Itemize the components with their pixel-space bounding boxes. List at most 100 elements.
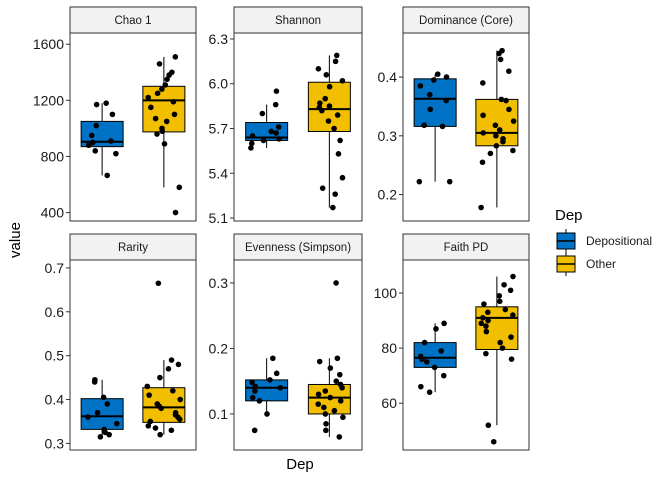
data-point: [430, 77, 437, 83]
facet-strip: [69, 6, 197, 34]
data-point: [417, 353, 424, 360]
data-point: [493, 143, 500, 149]
data-point: [154, 401, 161, 407]
facet-title: Rarity: [118, 242, 148, 254]
data-point: [316, 358, 323, 365]
data-point: [440, 372, 447, 379]
data-point: [479, 80, 486, 86]
data-point: [249, 394, 256, 401]
data-point: [498, 96, 505, 103]
data-point: [506, 106, 512, 113]
y-tick-label: 5.7: [209, 120, 229, 136]
facet-strip: [233, 233, 363, 261]
data-point: [506, 68, 512, 74]
data-point: [443, 74, 450, 80]
y-tick-label: 0.6: [45, 304, 65, 320]
data-point: [333, 52, 340, 59]
data-point: [159, 125, 165, 132]
data-point: [154, 90, 161, 97]
data-point: [100, 394, 107, 401]
facet-panel: Chao 1 400 800 1200 1600: [33, 6, 197, 222]
data-point: [154, 131, 160, 137]
data-point: [101, 426, 108, 433]
data-point: [426, 389, 433, 395]
data-point: [478, 320, 485, 327]
data-point: [439, 123, 446, 130]
data-point: [499, 345, 506, 351]
data-point: [331, 407, 338, 414]
y-tick-label: 60: [381, 395, 397, 411]
data-point: [273, 88, 280, 94]
y-tick-label: 0.7: [45, 260, 65, 276]
data-point: [496, 298, 503, 305]
data-point: [499, 47, 505, 54]
data-point: [88, 132, 95, 139]
data-point: [325, 118, 332, 124]
data-point: [113, 420, 120, 427]
facet-title: Faith PD: [444, 242, 489, 254]
data-point: [493, 133, 499, 139]
y-tick-label: 6.3: [209, 31, 229, 47]
data-point: [157, 431, 163, 438]
y-tick-label: 800: [41, 148, 65, 164]
data-point: [169, 69, 175, 76]
data-point: [340, 414, 346, 421]
data-point: [177, 396, 184, 403]
data-point: [327, 365, 334, 371]
data-point: [418, 383, 424, 390]
data-point: [480, 112, 486, 119]
data-point: [93, 101, 100, 108]
data-point: [94, 409, 101, 416]
data-point: [267, 377, 273, 383]
data-point: [146, 392, 152, 398]
data-point: [104, 401, 111, 407]
data-point: [152, 425, 159, 431]
data-point: [249, 133, 256, 139]
facet-panel: Faith PD 60 80 100: [374, 233, 530, 451]
legend: Dep Depositional Other: [555, 207, 652, 276]
data-point: [339, 77, 346, 84]
data-point: [421, 339, 428, 346]
facet-title: Evenness (Simpson): [245, 242, 351, 254]
data-point: [170, 98, 177, 105]
y-tick-label: 1200: [33, 92, 64, 108]
data-point: [485, 317, 491, 324]
data-point: [93, 122, 100, 129]
data-point: [165, 366, 172, 372]
data-point: [168, 357, 175, 363]
data-point: [264, 411, 270, 417]
data-point: [155, 280, 162, 287]
data-point: [85, 414, 91, 420]
data-point: [446, 178, 453, 185]
data-point: [148, 104, 154, 111]
data-point: [443, 97, 450, 104]
data-point: [500, 135, 506, 142]
data-point: [334, 112, 341, 118]
data-point: [479, 159, 486, 166]
data-point: [175, 361, 182, 368]
data-point: [510, 273, 516, 280]
data-point: [496, 292, 503, 299]
data-point: [322, 388, 329, 394]
data-point: [336, 371, 343, 378]
y-tick-label: 80: [381, 340, 397, 356]
data-point: [337, 398, 344, 404]
y-tick-label: 0.5: [45, 348, 65, 364]
data-point: [90, 139, 96, 146]
data-point: [339, 174, 346, 181]
y-tick-label: 0.1: [209, 406, 229, 422]
y-tick-label: 5.1: [209, 210, 229, 226]
data-point: [510, 118, 517, 124]
data-point: [485, 309, 491, 316]
data-point: [260, 137, 267, 144]
data-point: [109, 111, 116, 118]
legend-label: Other: [586, 257, 616, 271]
data-point: [427, 106, 434, 113]
y-tick-label: 0.2: [209, 340, 229, 356]
data-point: [497, 56, 504, 63]
data-point: [480, 315, 486, 321]
data-point: [176, 184, 183, 191]
data-point: [321, 404, 327, 411]
